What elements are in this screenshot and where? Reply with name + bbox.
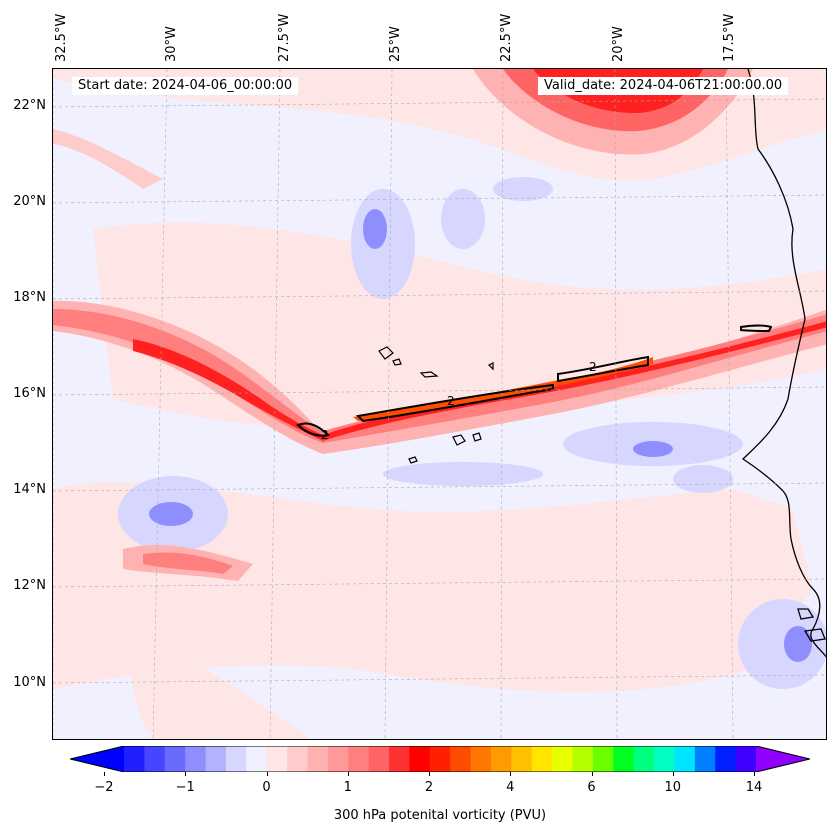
lower-left-red — [123, 544, 253, 581]
colorbar-tick-mark — [510, 772, 512, 776]
colorbar-tick-label: 10 — [664, 780, 682, 795]
colorbar-swatch — [613, 746, 635, 772]
colorbar-extend-high — [756, 746, 810, 772]
blue-patches — [149, 209, 812, 662]
colorbar-swatch — [450, 746, 472, 772]
colorbar-tick-label: 14 — [745, 780, 763, 795]
colorbar-swatch — [368, 746, 390, 772]
colorbar-swatch — [674, 746, 696, 772]
lon-label-27-5w: 27.5°W — [277, 13, 292, 62]
contour-label-3: 2 — [321, 428, 329, 442]
colorbar-swatch — [307, 746, 329, 772]
lat-label-20n: 20°N — [13, 194, 46, 209]
colorbar-swatch — [572, 746, 594, 772]
colorbar-swatch — [246, 746, 268, 772]
colorbar-tick-label: −2 — [94, 780, 114, 795]
start-date-label: Start date: 2024-04-06_00:00:00 — [72, 77, 299, 95]
colorbar-swatch — [735, 746, 757, 772]
colorbar-swatch — [490, 746, 512, 772]
colorbar-tick-label: 2 — [424, 780, 434, 795]
colorbar-swatch — [348, 746, 370, 772]
colorbar-tick-mark — [754, 772, 755, 776]
lon-label-20w: 20°W — [611, 26, 626, 62]
colorbar-swatch — [531, 746, 553, 772]
colorbar-swatch — [287, 746, 308, 772]
lon-label-25w: 25°W — [388, 26, 403, 62]
colorbar-extend-low — [70, 746, 124, 772]
colorbar-swatch — [470, 746, 492, 772]
colorbar-tick-mark — [347, 772, 349, 776]
lon-label-32-5w: 32.5°W — [54, 13, 69, 62]
colorbar-tick-label: −1 — [175, 780, 195, 795]
colorbar-tick-mark — [591, 772, 593, 776]
colorbar-tick-mark — [429, 772, 430, 776]
lat-label-16n: 16°N — [13, 386, 46, 401]
contour-label-1: 2 — [447, 394, 455, 408]
colorbar-swatch — [511, 746, 533, 772]
island-outlines — [378, 346, 494, 464]
colorbar-swatch — [409, 746, 431, 772]
colorbar — [70, 746, 810, 772]
colorbar-tick-label: 0 — [262, 780, 271, 795]
lat-label-14n: 14°N — [13, 482, 46, 497]
colorbar-tick-label: 1 — [343, 780, 352, 795]
colorbar-label: 300 hPa potenital vorticity (PVU) — [333, 808, 547, 823]
colorbar-tick-mark — [672, 772, 674, 776]
colorbar-swatch — [164, 746, 186, 772]
colorbar-swatch — [592, 746, 614, 772]
colorbar-tick-mark — [104, 772, 105, 776]
pv-map: 2 2 2 — [52, 68, 827, 740]
pv-map-svg: 2 2 2 — [53, 69, 826, 739]
colorbar-swatch — [185, 746, 207, 772]
colorbar-swatch — [205, 746, 227, 772]
colorbar-swatch — [633, 746, 655, 772]
colorbar-swatch — [654, 746, 675, 772]
colorbar-tick-mark — [266, 772, 268, 776]
colorbar-swatch — [124, 746, 145, 772]
colorbar-swatch — [389, 746, 410, 772]
pv-2-contour — [296, 324, 773, 437]
colorbar-tick-mark — [185, 772, 187, 776]
lat-label-18n: 18°N — [13, 290, 46, 305]
colorbar-swatch — [327, 746, 349, 772]
colorbar-swatch — [552, 746, 574, 772]
lat-label-22n: 22°N — [13, 98, 46, 113]
african-coastline — [741, 69, 826, 658]
colorbar-swatch — [225, 746, 247, 772]
gridlines — [53, 69, 826, 739]
colorbar-tick-label: 4 — [506, 780, 515, 795]
lat-label-10n: 10°N — [13, 675, 46, 690]
lon-label-17-5w: 17.5°W — [722, 13, 737, 62]
colorbar-swatch — [144, 746, 166, 772]
colorbar-swatch — [694, 746, 716, 772]
colorbar-swatch — [429, 746, 451, 772]
valid-date-label: Valid_date: 2024-04-06T21:00:00.00 — [538, 77, 789, 95]
lon-label-22-5w: 22.5°W — [499, 13, 514, 62]
contour-label-2: 2 — [589, 360, 597, 374]
lat-label-12n: 12°N — [13, 578, 46, 593]
colorbar-swatch — [266, 746, 288, 772]
colorbar-swatch — [715, 746, 737, 772]
colorbar-tick-label: 6 — [587, 780, 596, 795]
lon-label-30w: 30°W — [164, 26, 179, 62]
